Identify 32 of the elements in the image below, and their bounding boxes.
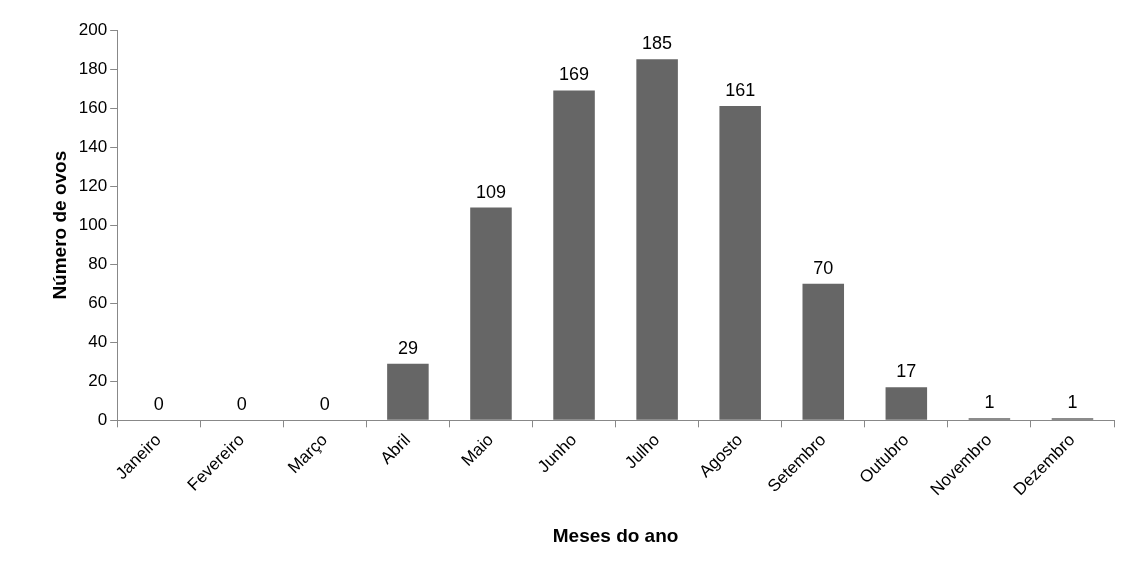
- y-tick-label: 100: [78, 214, 108, 234]
- y-tick-label: 80: [88, 253, 108, 273]
- data-label: 1: [984, 392, 995, 413]
- bar: [553, 90, 595, 420]
- data-label: 70: [813, 257, 834, 278]
- y-tick-label: 200: [78, 19, 108, 39]
- y-tick-label: 160: [78, 97, 108, 117]
- bar: [636, 59, 678, 420]
- data-label: 169: [559, 64, 590, 85]
- data-label: 0: [153, 394, 164, 415]
- bar: [719, 106, 761, 420]
- bar: [387, 363, 429, 420]
- y-axis-title: Número de ovos: [48, 150, 70, 300]
- data-label: 0: [236, 394, 247, 415]
- y-tick-label: 180: [78, 58, 108, 78]
- y-tick-label: 0: [97, 410, 108, 430]
- y-tick-label: 40: [88, 331, 108, 351]
- bar: [885, 387, 928, 420]
- data-label: 185: [642, 33, 673, 54]
- x-axis-title: Meses do ano: [552, 524, 679, 546]
- data-label: 29: [397, 337, 418, 358]
- bar: [802, 283, 845, 420]
- y-tick-label: 120: [78, 175, 108, 195]
- y-tick-label: 20: [88, 370, 108, 390]
- data-label: 1: [1067, 392, 1078, 413]
- data-label: 109: [475, 181, 506, 202]
- data-label: 17: [896, 361, 917, 382]
- data-label: 161: [725, 80, 756, 101]
- y-tick-label: 60: [88, 292, 108, 312]
- data-label: 0: [319, 394, 330, 415]
- y-tick-label: 140: [78, 136, 108, 156]
- bar: [470, 207, 512, 420]
